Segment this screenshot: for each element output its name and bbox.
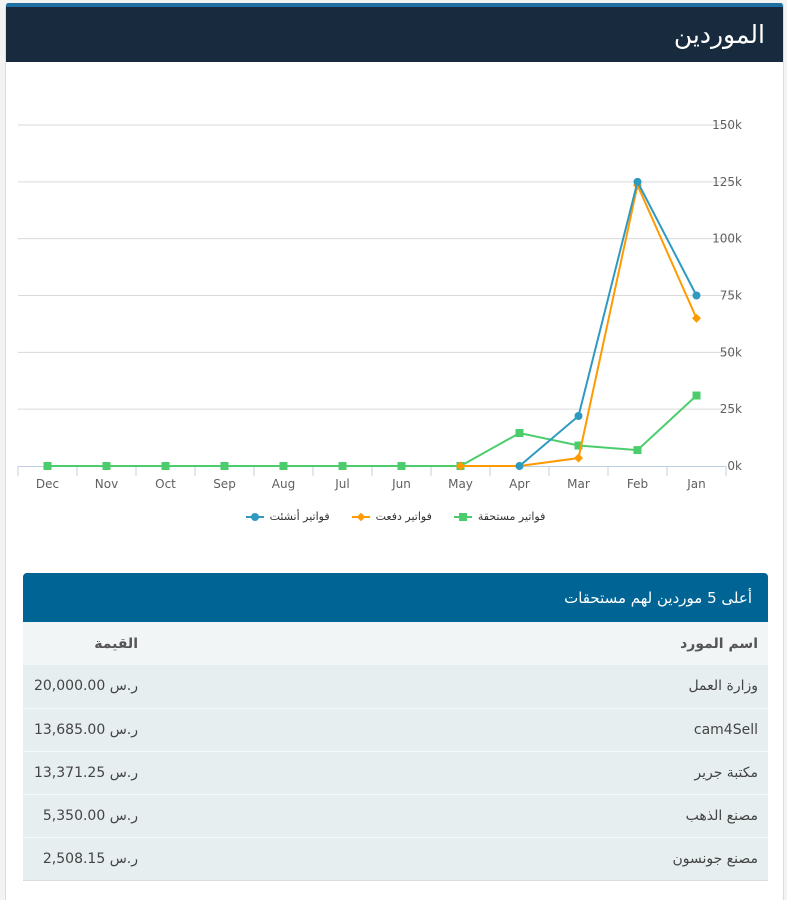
top-suppliers-title: أعلى 5 موردين لهم مستحقات [564, 588, 752, 607]
data-point-marker[interactable] [692, 313, 701, 323]
supplier-amount: 5,350.00 ر.س [42, 807, 138, 824]
x-tick-label: Nov [95, 477, 118, 491]
supplier-amount: 20,000.00 ر.س [33, 678, 138, 695]
data-point-marker[interactable] [692, 391, 701, 400]
series-line [518, 179, 698, 467]
data-point-marker[interactable] [102, 462, 111, 470]
supplier-name: مصنع الذهب [685, 807, 758, 824]
x-tick-label: Mar [567, 477, 590, 491]
data-point-marker[interactable] [574, 411, 583, 420]
x-tick-label: Jan [686, 477, 706, 491]
y-tick-label: 0k [727, 459, 742, 473]
data-point-marker[interactable] [161, 462, 170, 470]
top-suppliers-table: اسم المورد القيمة وزارة العمل 20,000.00 … [23, 622, 768, 881]
x-tick-label: May [448, 477, 473, 491]
x-tick-label: Sep [213, 477, 236, 491]
supplier-name: cam4Sell [693, 721, 758, 738]
x-tick-label: Jun [391, 477, 411, 491]
supplier-name: مصنع جونسون [672, 850, 758, 867]
legend-label: فواتير أنشئت [269, 510, 330, 523]
y-tick-label: 125k [712, 175, 742, 189]
legend-label: فواتير دفعت [375, 510, 432, 523]
supplier-amount: 13,685.00 ر.س [33, 721, 138, 738]
supplier-amount: 2,508.15 ر.س [42, 850, 138, 867]
legend-label: فواتير مستحقة [477, 510, 546, 523]
chart-legend: فواتير أنشئت فواتير دفعت فواتير مستحقة [6, 510, 783, 523]
table-row[interactable]: مصنع جونسون 2,508.15 ر.س [23, 837, 768, 880]
table-row[interactable]: مصنع الذهب 5,350.00 ر.س [23, 794, 768, 837]
top-suppliers-header: أعلى 5 موردين لهم مستحقات [23, 573, 768, 622]
column-header-name[interactable]: اسم المورد [163, 622, 768, 665]
line-chart: 0k 25k 50k 75k 100k 125k 150k Dec Nov Oct Sep Aug Ju… [17, 118, 742, 491]
table-row[interactable]: مكتبة جرير 13,371.25 ر.س [23, 751, 768, 794]
table-row[interactable]: cam4Sell 13,685.00 ر.س [23, 708, 768, 751]
table-header-row: اسم المورد القيمة [23, 622, 768, 665]
data-point-marker[interactable] [43, 462, 52, 470]
square-marker-icon [453, 512, 472, 522]
suppliers-chart: 0k 25k 50k 75k 100k 125k 150k Dec Nov Oct Sep Aug Ju… [6, 62, 783, 562]
accent-stripe [6, 3, 783, 7]
supplier-name: مكتبة جرير [694, 764, 758, 781]
page-title: الموردين [673, 20, 766, 49]
table-row[interactable]: وزارة العمل 20,000.00 ر.س [23, 665, 768, 708]
x-tick-label: Oct [155, 477, 176, 491]
data-point-marker[interactable] [515, 429, 524, 438]
y-tick-label: 100k [712, 232, 742, 246]
data-point-marker[interactable] [515, 462, 524, 470]
supplier-amount: 13,371.25 ر.س [33, 764, 138, 781]
legend-item[interactable]: فواتير دفعت [351, 510, 432, 523]
top-suppliers-card: أعلى 5 موردين لهم مستحقات اسم المورد الق… [23, 573, 768, 881]
data-point-marker[interactable] [633, 177, 642, 186]
data-point-marker[interactable] [456, 461, 465, 471]
data-point-marker[interactable] [220, 462, 229, 470]
column-header-value[interactable]: القيمة [23, 622, 163, 665]
circle-marker-icon [245, 512, 264, 522]
data-point-marker[interactable] [279, 462, 288, 470]
legend-item[interactable]: فواتير مستحقة [453, 510, 546, 523]
data-point-marker[interactable] [397, 462, 406, 470]
data-point-marker[interactable] [574, 441, 583, 450]
data-point-marker[interactable] [338, 462, 347, 470]
y-tick-label: 25k [720, 402, 742, 416]
y-tick-label: 75k [720, 289, 742, 303]
legend-item[interactable]: فواتير أنشئت [245, 510, 330, 523]
x-tick-label: Apr [509, 477, 530, 491]
suppliers-panel: الموردين 0k 25k 50k 75k 100k 125k 150k Dec Nov Oc… [5, 3, 784, 900]
y-tick-label: 50k [720, 345, 742, 359]
data-point-marker[interactable] [633, 446, 642, 455]
x-tick-label: Aug [272, 477, 295, 491]
data-point-marker[interactable] [692, 291, 701, 300]
x-tick-label: Jul [334, 477, 349, 491]
diamond-marker-icon [351, 512, 370, 522]
panel-header: الموردين [6, 7, 783, 62]
y-tick-label: 150k [712, 118, 742, 132]
supplier-name: وزارة العمل [688, 678, 758, 695]
x-tick-label: Dec [36, 477, 59, 491]
series-line [47, 394, 698, 467]
data-point-marker[interactable] [574, 453, 583, 463]
x-tick-label: Feb [627, 477, 648, 491]
